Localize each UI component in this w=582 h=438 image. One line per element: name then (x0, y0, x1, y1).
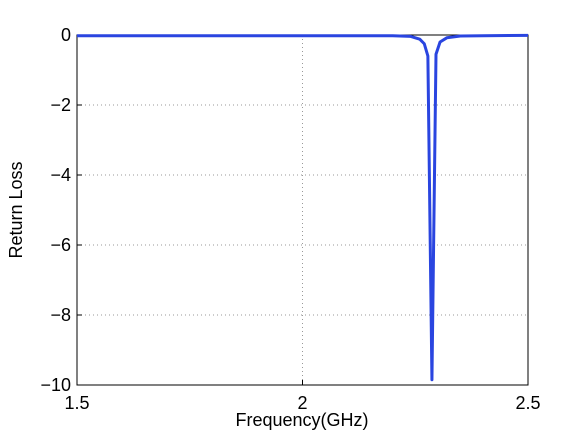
y-tick-label: −10 (40, 375, 71, 395)
y-tick-label: 0 (61, 25, 71, 45)
y-tick-label: −4 (50, 165, 71, 185)
x-tick-label: 1.5 (64, 393, 89, 413)
x-tick-label: 2 (297, 393, 307, 413)
x-tick-label: 2.5 (515, 393, 540, 413)
y-axis-label: Return Loss (6, 161, 26, 258)
x-axis-label: Frequency(GHz) (235, 410, 368, 430)
y-tick-label: −6 (50, 235, 71, 255)
data-line (77, 33, 529, 382)
y-tick-label: −2 (50, 95, 71, 115)
y-tick-label: −8 (50, 305, 71, 325)
